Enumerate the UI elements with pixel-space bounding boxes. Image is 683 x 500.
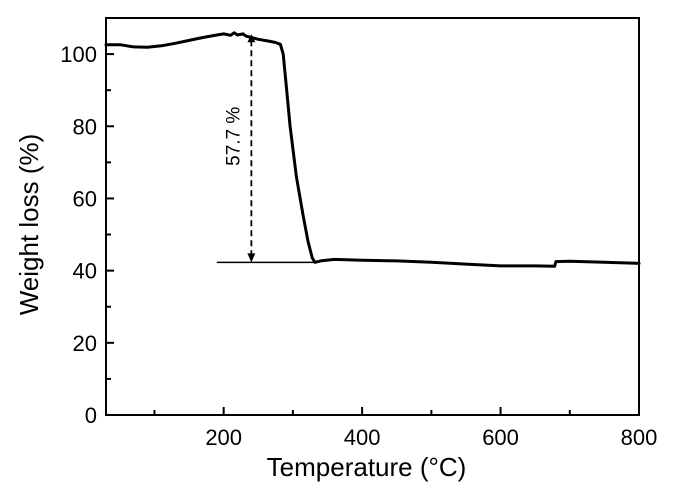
x-axis-label: Temperature (°C) <box>267 452 467 482</box>
y-tick-label: 100 <box>60 42 97 67</box>
x-tick-label: 200 <box>205 425 242 450</box>
x-tick-label: 800 <box>621 425 658 450</box>
annotation-label: 57.7 % <box>223 107 244 166</box>
x-axis-ticks: 200 400 600 800 <box>153 407 658 450</box>
x-tick-label: 600 <box>482 425 519 450</box>
y-tick-label: 60 <box>73 186 97 211</box>
y-tick-label: 40 <box>73 259 97 284</box>
y-axis-ticks: 0 20 40 60 80 100 <box>60 42 114 428</box>
annotation-layer: 57.7 % <box>216 34 316 264</box>
x-tick-label: 400 <box>344 425 381 450</box>
annotation-arrowhead-down <box>247 253 256 263</box>
y-tick-label: 80 <box>73 114 97 139</box>
plot-frame <box>105 17 640 416</box>
y-axis-label: Weight loss (%) <box>14 134 44 316</box>
y-tick-label: 0 <box>85 403 97 428</box>
y-tick-label: 20 <box>73 331 97 356</box>
weight-loss-series-line <box>104 31 641 268</box>
